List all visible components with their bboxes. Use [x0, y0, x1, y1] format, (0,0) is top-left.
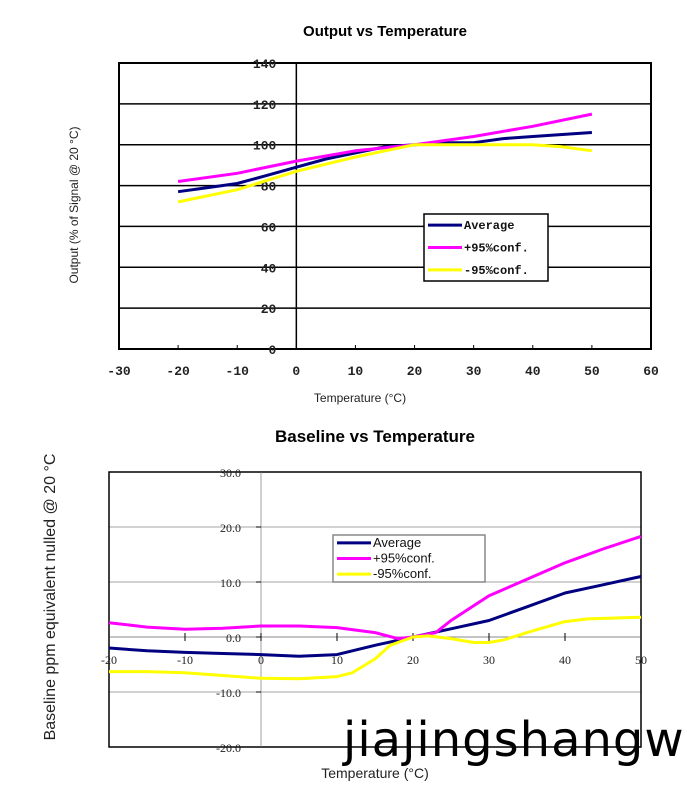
chart2-y-tick-label: 0.0 — [226, 631, 241, 645]
chart2-x-tick-label: 50 — [635, 653, 647, 667]
chart2-x-tick-label: 40 — [559, 653, 571, 667]
chart2-y-tick-label: -20.0 — [216, 741, 241, 755]
chart1-legend-label: -95%conf. — [464, 264, 529, 278]
chart2-x-tick-label: -20 — [101, 653, 117, 667]
chart1-y-tick-label: 140 — [253, 57, 277, 72]
chart1-x-tick-label: 60 — [643, 364, 659, 379]
watermark-text: jiajingshangwu — [343, 712, 687, 768]
chart1-y-tick-label: 0 — [269, 343, 277, 358]
chart2-y-tick-label: 30.0 — [220, 466, 241, 480]
chart2-x-tick-label: 20 — [407, 653, 419, 667]
chart2-title: Baseline vs Temperature — [275, 427, 475, 446]
chart1-x-tick-label: 40 — [525, 364, 541, 379]
chart2-y-tick-label: 20.0 — [220, 521, 241, 535]
chart1-y-tick-label: 120 — [253, 98, 277, 113]
chart1-x-tick-label: 50 — [584, 364, 600, 379]
chart2-series-line-0 — [108, 575, 642, 658]
chart1-y-tick-label: 100 — [253, 139, 277, 154]
chart1-x-tick-label: -20 — [166, 364, 190, 379]
chart1-title: Output vs Temperature — [303, 23, 467, 40]
chart2-y-axis-label: Baseline ppm equivalent nulled @ 20 °C — [42, 454, 59, 741]
chart1-series-line-0 — [177, 131, 593, 194]
chart1-x-tick-label: 20 — [407, 364, 423, 379]
chart2-legend-label: +95%conf. — [373, 551, 435, 566]
chart2-legend-label: Average — [373, 535, 421, 550]
chart2-legend-label: -95%conf. — [373, 566, 432, 581]
chart1-y-axis-label: Output (% of Signal @ 20 °C) — [67, 126, 81, 283]
chart2-y-tick-label: 10.0 — [220, 576, 241, 590]
chart1-plot-frame — [118, 62, 652, 350]
chart2-plot-frame — [108, 471, 642, 748]
chart2-x-axis-label: Temperature (°C) — [321, 765, 429, 781]
chart1-x-tick-label: 30 — [466, 364, 482, 379]
chart1-x-tick-label: -10 — [226, 364, 250, 379]
chart1-x-tick-label: 10 — [348, 364, 364, 379]
chart1-series-line-1 — [177, 112, 593, 183]
chart2-y-tick-label: -10.0 — [216, 686, 241, 700]
chart1-x-tick-label: 0 — [292, 364, 300, 379]
chart2-x-tick-label: -10 — [177, 653, 193, 667]
chart2-x-tick-label: 10 — [331, 653, 343, 667]
chart2-x-tick-label: 30 — [483, 653, 495, 667]
chart1-y-tick-label: 80 — [261, 180, 277, 195]
chart1-y-tick-label: 40 — [261, 261, 277, 276]
chart1-series-line-2 — [177, 143, 593, 204]
chart1-legend-label: +95%conf. — [464, 242, 529, 256]
chart2-series-line-2 — [109, 615, 642, 681]
chart1-y-tick-label: 20 — [261, 302, 277, 317]
chart2-x-tick-label: 0 — [258, 653, 264, 667]
chart2-series-line-1 — [108, 534, 642, 641]
chart1-legend-label: Average — [464, 219, 514, 233]
chart1-x-tick-label: -30 — [107, 364, 131, 379]
chart1-x-axis-label: Temperature (°C) — [314, 391, 406, 405]
chart1-y-tick-label: 60 — [261, 220, 277, 235]
